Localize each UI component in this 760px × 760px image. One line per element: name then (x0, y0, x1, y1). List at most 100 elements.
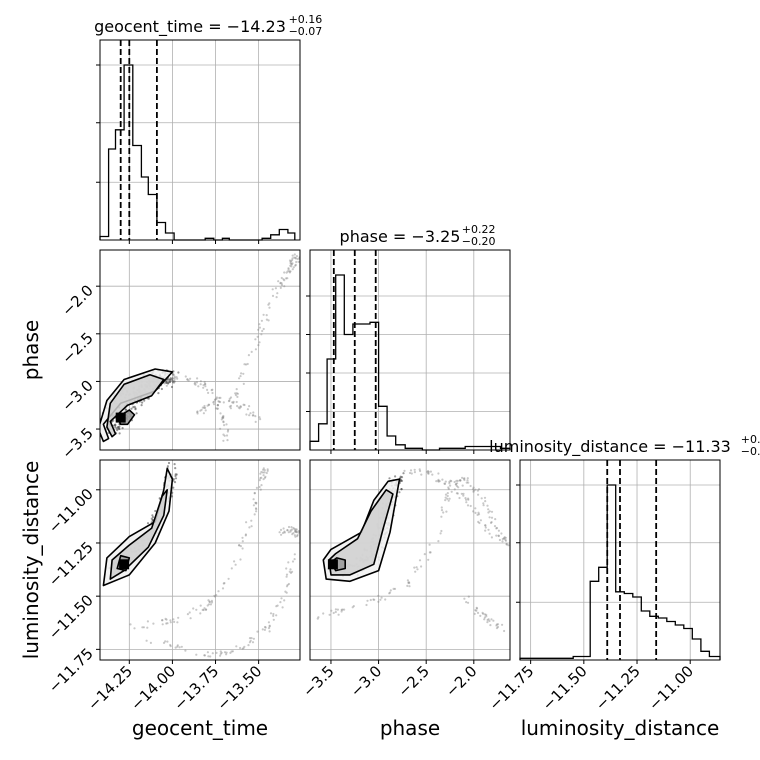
panel-geocent_time-vs-luminosity_distance-point (281, 531, 285, 535)
panel-geocent_time-vs-luminosity_distance-point (283, 531, 286, 534)
panel-geocent_time-vs-phase-point (293, 256, 296, 259)
panel-phase-vs-luminosity_distance-point (332, 611, 335, 615)
panel-geocent_time-vs-luminosity_distance-point (256, 630, 259, 633)
panel-geocent_time-vs-phase-point (217, 400, 220, 403)
panel-phase-vs-luminosity_distance-point (399, 479, 402, 482)
panel-phase-vs-luminosity_distance-point (444, 493, 448, 496)
panel-geocent_time-vs-phase-point (237, 406, 240, 409)
panel-geocent_time-vs-luminosity_distance-point (287, 531, 290, 534)
panel-geocent_time-vs-luminosity_distance-point (279, 601, 282, 604)
panel-geocent_time-vs-phase-point (204, 406, 207, 409)
panel-phase-vs-luminosity_distance-point (444, 496, 447, 499)
panel-geocent_time-vs-phase-point (254, 420, 257, 423)
panel-geocent_time-vs-phase-point (157, 392, 160, 395)
panel-geocent_time-vs-phase-point (216, 407, 219, 410)
panel-geocent_time-vs-phase-point (274, 287, 277, 290)
panel-phase-vs-luminosity_distance-point (462, 494, 465, 497)
panel-geocent_time-vs-phase-point (130, 407, 133, 410)
panel-phase-vs-luminosity_distance-point (455, 479, 458, 482)
panel-geocent_time-vs-phase-point (243, 403, 246, 407)
panel-phase-vs-luminosity_distance-point (471, 488, 475, 491)
panel-geocent_time-vs-luminosity_distance-point (292, 526, 295, 530)
panel-geocent_time-vs-phase-point (267, 303, 270, 306)
panel-geocent_time-vs-phase-point (254, 348, 257, 351)
panel-geocent_time-vs-phase-point (275, 296, 278, 299)
panel-geocent_time-vs-phase-point (176, 377, 179, 380)
panel-geocent_time-vs-luminosity_distance-point (248, 641, 251, 644)
panel-geocent_time-vs-luminosity_distance-point (175, 473, 178, 476)
panel-geocent_time-vs-luminosity_distance-point (217, 590, 220, 593)
panel-geocent_time-vs-phase-point (225, 423, 228, 426)
panel-geocent_time-vs-phase-point (222, 439, 225, 442)
panel-phase-vs-luminosity_distance-point (477, 513, 481, 516)
panel-phase-vs-luminosity_distance-point (495, 624, 498, 627)
panel-geocent_time-vs-luminosity_distance-point (243, 645, 246, 648)
panel-phase-vs-luminosity_distance-point (317, 616, 320, 619)
panel-geocent_time-vs-phase-point (213, 398, 217, 401)
panel-geocent_time-vs-luminosity_distance-point (282, 527, 285, 530)
panel-geocent_time-vs-phase-point (134, 407, 137, 410)
panel-geocent_time-vs-phase-point (248, 405, 251, 408)
xtick-label-geocent_time-0: −14.25 (84, 662, 136, 714)
panel-phase-vs-luminosity_distance-point (464, 497, 467, 500)
panel-geocent_time-vs-luminosity_distance-point (252, 504, 255, 507)
panel-geocent_time-vs-phase-point (211, 388, 214, 391)
panel-phase-vs-luminosity_distance-point (467, 497, 470, 500)
panel-geocent_time-vs-phase-point (229, 407, 232, 410)
panel-geocent_time-vs-phase-point (222, 401, 225, 404)
panel-geocent_time-vs-luminosity_distance-point (285, 567, 288, 570)
panel-phase-vs-luminosity_distance-point (429, 470, 432, 473)
panel-geocent_time-vs-luminosity_distance-point (210, 599, 213, 603)
hist-geocent_time-title: geocent_time = −14.23 (94, 17, 286, 37)
panel-geocent_time-vs-luminosity_distance-point (208, 600, 211, 603)
panel-geocent_time-vs-luminosity_distance-point (276, 604, 279, 607)
panel-phase-vs-luminosity_distance-point (476, 611, 480, 615)
panel-phase-vs-luminosity_distance-point (400, 488, 403, 491)
xtick-label-geocent_time-1: −14.00 (127, 662, 179, 714)
xtick-label-phase-2: −2.5 (395, 662, 433, 700)
panel-phase-vs-luminosity_distance-point (453, 480, 456, 484)
panel-geocent_time-vs-phase-point (222, 433, 225, 436)
panel-geocent_time-vs-luminosity_distance-point (255, 508, 258, 511)
panel-geocent_time-vs-phase-point (240, 372, 243, 375)
panel-phase-vs-luminosity_distance-point (483, 618, 486, 621)
panel-geocent_time-vs-luminosity_distance-point (293, 558, 296, 561)
panel-phase-vs-luminosity_distance-point (388, 592, 391, 595)
panel-geocent_time-vs-phase-point (194, 383, 197, 386)
panel-geocent_time-vs-phase-point (295, 260, 298, 264)
panel-geocent_time-vs-luminosity_distance-point (251, 641, 255, 644)
panel-geocent_time-vs-phase-point (199, 409, 202, 412)
panel-geocent_time-vs-luminosity_distance-point (252, 498, 255, 501)
panel-phase-vs-luminosity_distance-point (440, 506, 443, 509)
ytick-label-luminosity_distance-2: −11.25 (45, 538, 97, 590)
panel-geocent_time-vs-phase-point (258, 323, 261, 326)
panel-geocent_time-vs-luminosity_distance-point (285, 585, 289, 588)
panel-geocent_time-vs-phase-point (242, 403, 245, 406)
panel-geocent_time-vs-luminosity_distance-point (149, 641, 152, 645)
panel-geocent_time-vs-phase-point (259, 418, 262, 421)
panel-geocent_time-vs-luminosity_distance-point (267, 627, 271, 630)
panel-geocent_time-vs-phase-point (223, 424, 226, 427)
panel-phase-vs-luminosity_distance-point (377, 600, 380, 603)
panel-geocent_time-vs-luminosity_distance-point (188, 611, 191, 614)
panel-geocent_time-vs-luminosity_distance-point (275, 605, 278, 608)
panel-geocent_time-vs-phase-point (283, 271, 286, 274)
panel-geocent_time-vs-luminosity_distance-point (201, 608, 204, 612)
panel-geocent_time-vs-luminosity_distance-point (213, 594, 216, 597)
panel-geocent_time-vs-phase-point (246, 362, 249, 366)
panel-geocent_time-vs-luminosity_distance-point (275, 614, 278, 617)
ytick-label-luminosity_distance-1: −11.50 (45, 591, 97, 643)
panel-phase-vs-luminosity_distance-point (481, 611, 484, 615)
panel-geocent_time-vs-luminosity_distance-point (129, 623, 132, 626)
panel-geocent_time-vs-luminosity_distance-point (297, 531, 300, 534)
hist-luminosity_distance-frame (519, 459, 721, 661)
panel-phase-vs-luminosity_distance-point (463, 478, 466, 482)
panel-phase-vs-luminosity_distance-point (447, 486, 450, 489)
panel-geocent_time-vs-luminosity_distance-point (280, 597, 283, 600)
panel-geocent_time-vs-luminosity_distance-point (233, 560, 236, 563)
panel-geocent_time-vs-luminosity_distance-point (287, 561, 290, 564)
panel-geocent_time-vs-luminosity_distance-point (280, 533, 283, 536)
panel-geocent_time-vs-phase-point (235, 388, 238, 391)
panel-phase-vs-luminosity_distance-point (427, 470, 430, 474)
panel-geocent_time-vs-luminosity_distance-point (189, 617, 192, 620)
